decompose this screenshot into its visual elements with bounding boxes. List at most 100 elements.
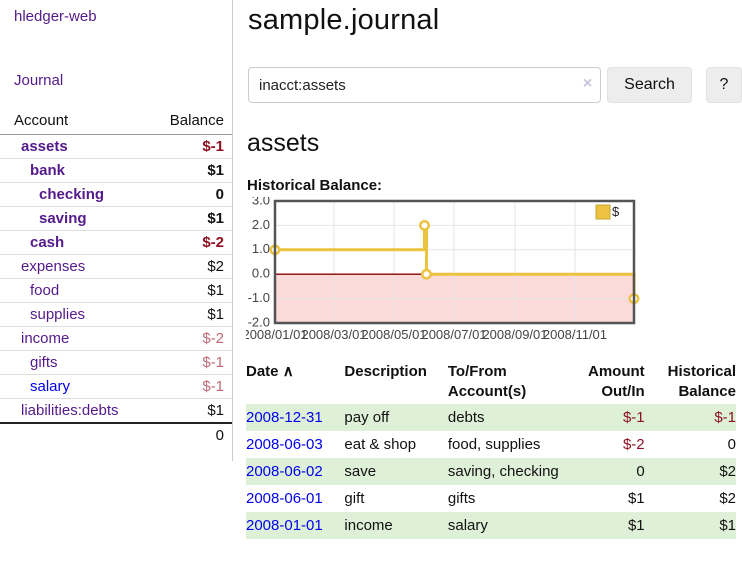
register-accounts: saving, checking: [447, 463, 559, 480]
account-balance: 0: [144, 182, 232, 207]
historical-balance-chart: $3.0 2.0 1.0 0.0 -1.0 -2.02008/01/012008/03/0…: [246, 197, 640, 342]
account-row: bank $1: [0, 158, 232, 183]
account-row: food $1: [0, 278, 232, 303]
account-row: supplies $1: [0, 302, 232, 327]
account-row: income $-2: [0, 326, 232, 351]
account-balance: $1: [144, 278, 232, 303]
account-row: liabilities:debts $1: [0, 398, 232, 423]
register-balance: $-1: [714, 409, 736, 426]
account-balance: $-1: [202, 138, 224, 155]
register-description: pay off: [344, 409, 390, 426]
account-row: checking 0: [0, 182, 232, 207]
sidebar-item-journal[interactable]: Journal: [14, 72, 64, 89]
account-balance: $1: [144, 398, 232, 423]
register-date-link[interactable]: 2008-06-03: [246, 436, 323, 453]
register-amount: 0: [636, 463, 645, 480]
accounts-table: Account Balance assets $-1 bank $1 checking 0…: [0, 109, 232, 447]
register-balance: $2: [719, 490, 736, 507]
page-title: sample.journal: [248, 4, 440, 36]
search-form: × Search ?: [248, 67, 742, 103]
search-input-wrap: ×: [248, 67, 602, 103]
register-header-accounts: To/From Account(s): [447, 363, 527, 400]
register-balance: $1: [719, 517, 736, 534]
account-balance: $-1: [144, 350, 232, 375]
register-amount: $-2: [622, 436, 645, 453]
register-description: gift: [344, 490, 365, 507]
svg-text:2008/03/01: 2008/03/01: [301, 327, 366, 342]
sidebar: hledger-web Journal Account Balance asse…: [0, 0, 233, 461]
account-balance: $1: [144, 158, 232, 183]
svg-text:0.0: 0.0: [252, 266, 270, 281]
register-accounts: gifts: [447, 490, 476, 507]
sidebar-account-link[interactable]: cash: [30, 234, 65, 251]
account-balance: $1: [144, 302, 232, 327]
register-table: Date ∧ Description To/From Account(s) Am…: [246, 360, 736, 539]
register-amount: $-1: [622, 409, 645, 426]
register-description: income: [344, 517, 393, 534]
register-date-link[interactable]: 2008-06-01: [246, 490, 323, 507]
search-input[interactable]: [248, 67, 602, 103]
sidebar-account-link[interactable]: supplies: [30, 306, 86, 323]
main-content: sample.journal × Search ? assets Histori…: [246, 0, 742, 539]
register-accounts: salary: [447, 517, 488, 534]
chart-title: Historical Balance:: [247, 177, 383, 194]
svg-text:2008/09/01: 2008/09/01: [482, 327, 547, 342]
svg-text:$: $: [612, 204, 620, 219]
register-row: 2008-06-03 eat & shop food, supplies $-2 0: [246, 431, 736, 458]
register-date-link[interactable]: 2008-01-01: [246, 517, 323, 534]
register-header-balance: Historical Balance: [667, 363, 736, 400]
accounts-header-balance: Balance: [144, 109, 232, 135]
sidebar-account-link[interactable]: income: [21, 330, 70, 347]
register-date-link[interactable]: 2008-12-31: [246, 409, 323, 426]
register-balance: $2: [719, 463, 736, 480]
register-row: 2008-01-01 income salary $1 $1: [246, 512, 736, 539]
register-row: 2008-06-01 gift gifts $1 $2: [246, 485, 736, 512]
register-date-link[interactable]: 2008-06-02: [246, 463, 323, 480]
account-balance: $1: [144, 206, 232, 231]
register-amount: $1: [627, 490, 645, 507]
register-row: 2008-06-02 save saving, checking 0 $2: [246, 458, 736, 485]
account-balance: $-2: [144, 230, 232, 255]
register-description: save: [344, 463, 377, 480]
sidebar-account-link[interactable]: checking: [39, 186, 105, 203]
register-header-amount: Amount Out/In: [588, 363, 645, 400]
sort-asc-icon: ∧: [282, 363, 294, 380]
account-row: salary $-1: [0, 374, 232, 399]
svg-text:2008/05/01: 2008/05/01: [361, 327, 426, 342]
accounts-total-row: 0: [0, 422, 232, 447]
account-row: expenses $2: [0, 254, 232, 279]
sidebar-account-link[interactable]: bank: [30, 162, 66, 179]
register-description: eat & shop: [344, 436, 417, 453]
sidebar-account-link[interactable]: expenses: [21, 258, 86, 275]
svg-text:2008/11/01: 2008/11/01: [543, 327, 607, 342]
svg-text:-1.0: -1.0: [248, 290, 270, 305]
sidebar-account-link[interactable]: assets: [21, 138, 68, 155]
account-row: assets $-1: [0, 135, 232, 159]
sidebar-account-link[interactable]: salary: [30, 378, 71, 395]
svg-text:3.0: 3.0: [252, 197, 270, 207]
register-row: 2008-12-31 pay off debts $-1 $-1: [246, 404, 736, 431]
help-button[interactable]: ?: [705, 67, 742, 103]
register-accounts: debts: [447, 409, 485, 426]
search-button[interactable]: Search: [607, 67, 692, 103]
accounts-total-value: 0: [144, 422, 232, 447]
sidebar-account-link[interactable]: saving: [39, 210, 87, 227]
sidebar-account-link[interactable]: gifts: [30, 354, 58, 371]
sidebar-account-link[interactable]: food: [30, 282, 60, 299]
account-row: gifts $-1: [0, 350, 232, 375]
svg-text:2.0: 2.0: [252, 217, 270, 232]
sidebar-account-link[interactable]: liabilities:debts: [21, 402, 119, 419]
clear-search-icon[interactable]: ×: [582, 75, 593, 92]
svg-text:2008/07/01: 2008/07/01: [421, 327, 486, 342]
register-balance: 0: [727, 436, 736, 453]
register-header-date[interactable]: Date ∧: [246, 363, 294, 380]
svg-text:1.0: 1.0: [252, 241, 270, 256]
accounts-header-account: Account: [0, 109, 145, 135]
account-balance: $-2: [144, 326, 232, 351]
app-brand-link[interactable]: hledger-web: [14, 8, 97, 25]
register-accounts: food, supplies: [447, 436, 541, 453]
account-balance: $2: [144, 254, 232, 279]
register-header-description: Description: [344, 363, 427, 380]
svg-text:2008/01/01: 2008/01/01: [246, 327, 308, 342]
register-amount: $1: [627, 517, 645, 534]
